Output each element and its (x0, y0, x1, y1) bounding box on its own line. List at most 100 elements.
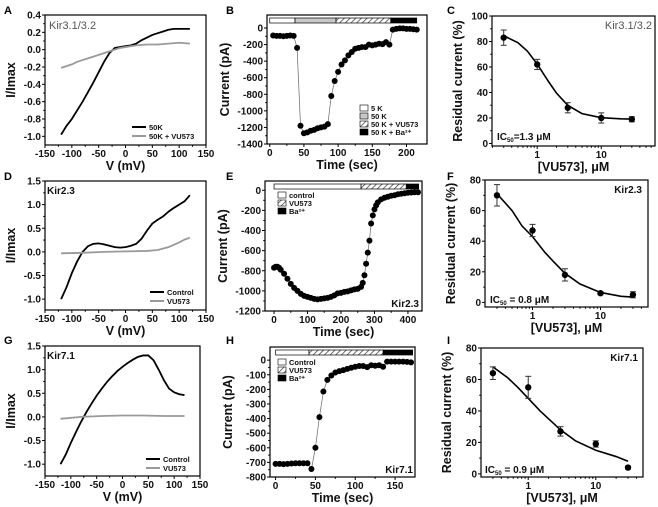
data-point (557, 428, 564, 435)
legend-label: VU573 (167, 297, 190, 306)
x-tick-label: 400 (400, 315, 417, 326)
x-tick-label: 100 (330, 148, 347, 159)
plot-frame (264, 180, 423, 312)
data-point (281, 270, 288, 277)
panel-letter: G (4, 335, 13, 347)
x-tick-label: 0 (123, 149, 129, 160)
inset-label: Kir2.3 (391, 299, 419, 310)
inset-label: Kir7.1 (385, 465, 413, 476)
inset-label: Kir3.1/3.2 (49, 20, 96, 32)
x-tick-label: 100 (299, 315, 316, 326)
data-point (493, 192, 501, 199)
ic50-value: = 0.9 μM (502, 465, 545, 476)
data-point (284, 275, 291, 282)
y-tick-label: -500 (246, 429, 266, 440)
y-tick-label: 0.5 (27, 224, 41, 235)
condition-bar (360, 183, 407, 190)
legend-label: 50 K + VU573 (371, 120, 418, 129)
legend-swatch (359, 128, 369, 136)
y-axis-label: I/Imax (4, 228, 18, 263)
y-tick-label: -400 (243, 57, 263, 68)
panel-g: G -150 -100 -50 0 50 100 150 1.5 1.0 0.5 0.0 -0.5 -1.… (4, 335, 209, 504)
x-tick-label: 1 (525, 481, 531, 492)
data-point (364, 249, 371, 256)
plot-frame (484, 179, 649, 308)
series-line-1 (61, 236, 191, 255)
y-tick-label: 1.5 (27, 342, 41, 353)
y-tick-label: 60 (466, 375, 478, 386)
x-tick-label: 0 (120, 480, 126, 491)
condition-bar (273, 183, 362, 190)
y-tick-label: -200 (246, 385, 266, 396)
data-point (380, 363, 387, 370)
y-tick-label: 80 (477, 37, 489, 48)
y-tick-label: 0 (482, 139, 488, 150)
x-axis-label: Time (sec) (316, 158, 378, 172)
plot-frame (491, 15, 656, 147)
y-tick-label: 40 (466, 406, 478, 417)
condition-bar (269, 17, 296, 24)
y-tick-label: -400 (246, 414, 266, 425)
y-tick-label: -1200 (235, 307, 261, 318)
panel-letter: B (226, 5, 234, 17)
data-point (561, 271, 569, 279)
legend-swatch (277, 366, 287, 374)
y-tick-label: 0.4 (27, 11, 41, 22)
data-point (277, 266, 284, 273)
trace-line (273, 28, 417, 134)
y-tick-label: 0.0 (27, 247, 41, 258)
legend-label: VU573 (163, 464, 186, 473)
condition-bar (382, 349, 413, 356)
data-point (366, 237, 373, 244)
y-axis-label: Residual current (%) (440, 352, 454, 474)
x-tick-label: 10 (595, 311, 607, 322)
data-point (408, 359, 415, 366)
data-point (414, 189, 421, 196)
y-tick-label: -800 (246, 473, 266, 484)
data-point (628, 116, 636, 123)
panel-e: E 0 100 200 300 400 0 -200 -400 -600 -800 -1000 -120… (216, 171, 423, 339)
legend-label: 50 K + Ba²⁺ (371, 128, 411, 137)
y-tick-label: 0.5 (27, 389, 41, 400)
data-point (386, 41, 393, 48)
data-point (525, 384, 532, 391)
panel-letter: H (226, 335, 234, 347)
series-line-1 (60, 414, 185, 420)
y-tick-label: -0.5 (24, 271, 42, 282)
y-tick-label: 80 (466, 344, 478, 355)
y-tick-label: 0.2 (27, 28, 41, 39)
series-line-1 (60, 41, 190, 69)
inset-label: Kir7.1 (47, 351, 75, 362)
legend-label: Control (167, 288, 194, 297)
y-tick-label: -1.0 (24, 295, 42, 306)
y-tick-label: 40 (470, 237, 482, 248)
legend-swatch (277, 374, 287, 382)
x-tick-label: 100 (166, 480, 183, 491)
legend-label: 50 K (371, 112, 387, 121)
panel-h: H 0 50 100 150 0 -100 -200 -300 -400 -500 -600 -700 -… (221, 335, 416, 505)
y-tick-label: -0.4 (24, 80, 42, 91)
y-axis-label: I/Imax (4, 62, 18, 97)
y-tick-label: 0 (260, 356, 266, 367)
data-point (489, 369, 497, 377)
legend-swatch (277, 191, 287, 199)
x-tick-label: 0 (123, 314, 129, 325)
y-tick-label: 100 (471, 12, 488, 23)
y-axis-label: I/Imax (4, 393, 18, 428)
x-tick-label: 10 (596, 150, 608, 161)
ic50-annotation: IC50 = 0.9 μM (485, 465, 544, 477)
fit-curve (492, 366, 629, 463)
y-tick-label: -0.5 (24, 436, 42, 447)
condition-bar (275, 349, 310, 356)
data-point (592, 440, 599, 448)
y-tick-label: 0.0 (27, 45, 41, 56)
ic50-subscript: 50 (500, 301, 507, 307)
y-axis-label: Residual current (%) (451, 20, 465, 142)
legend-swatch (359, 104, 369, 112)
x-tick-label: -150 (35, 149, 55, 160)
legend-label: Control (163, 455, 190, 464)
y-tick-label: -600 (241, 246, 261, 257)
plot-frame (480, 347, 644, 478)
legend-swatch (359, 112, 369, 120)
